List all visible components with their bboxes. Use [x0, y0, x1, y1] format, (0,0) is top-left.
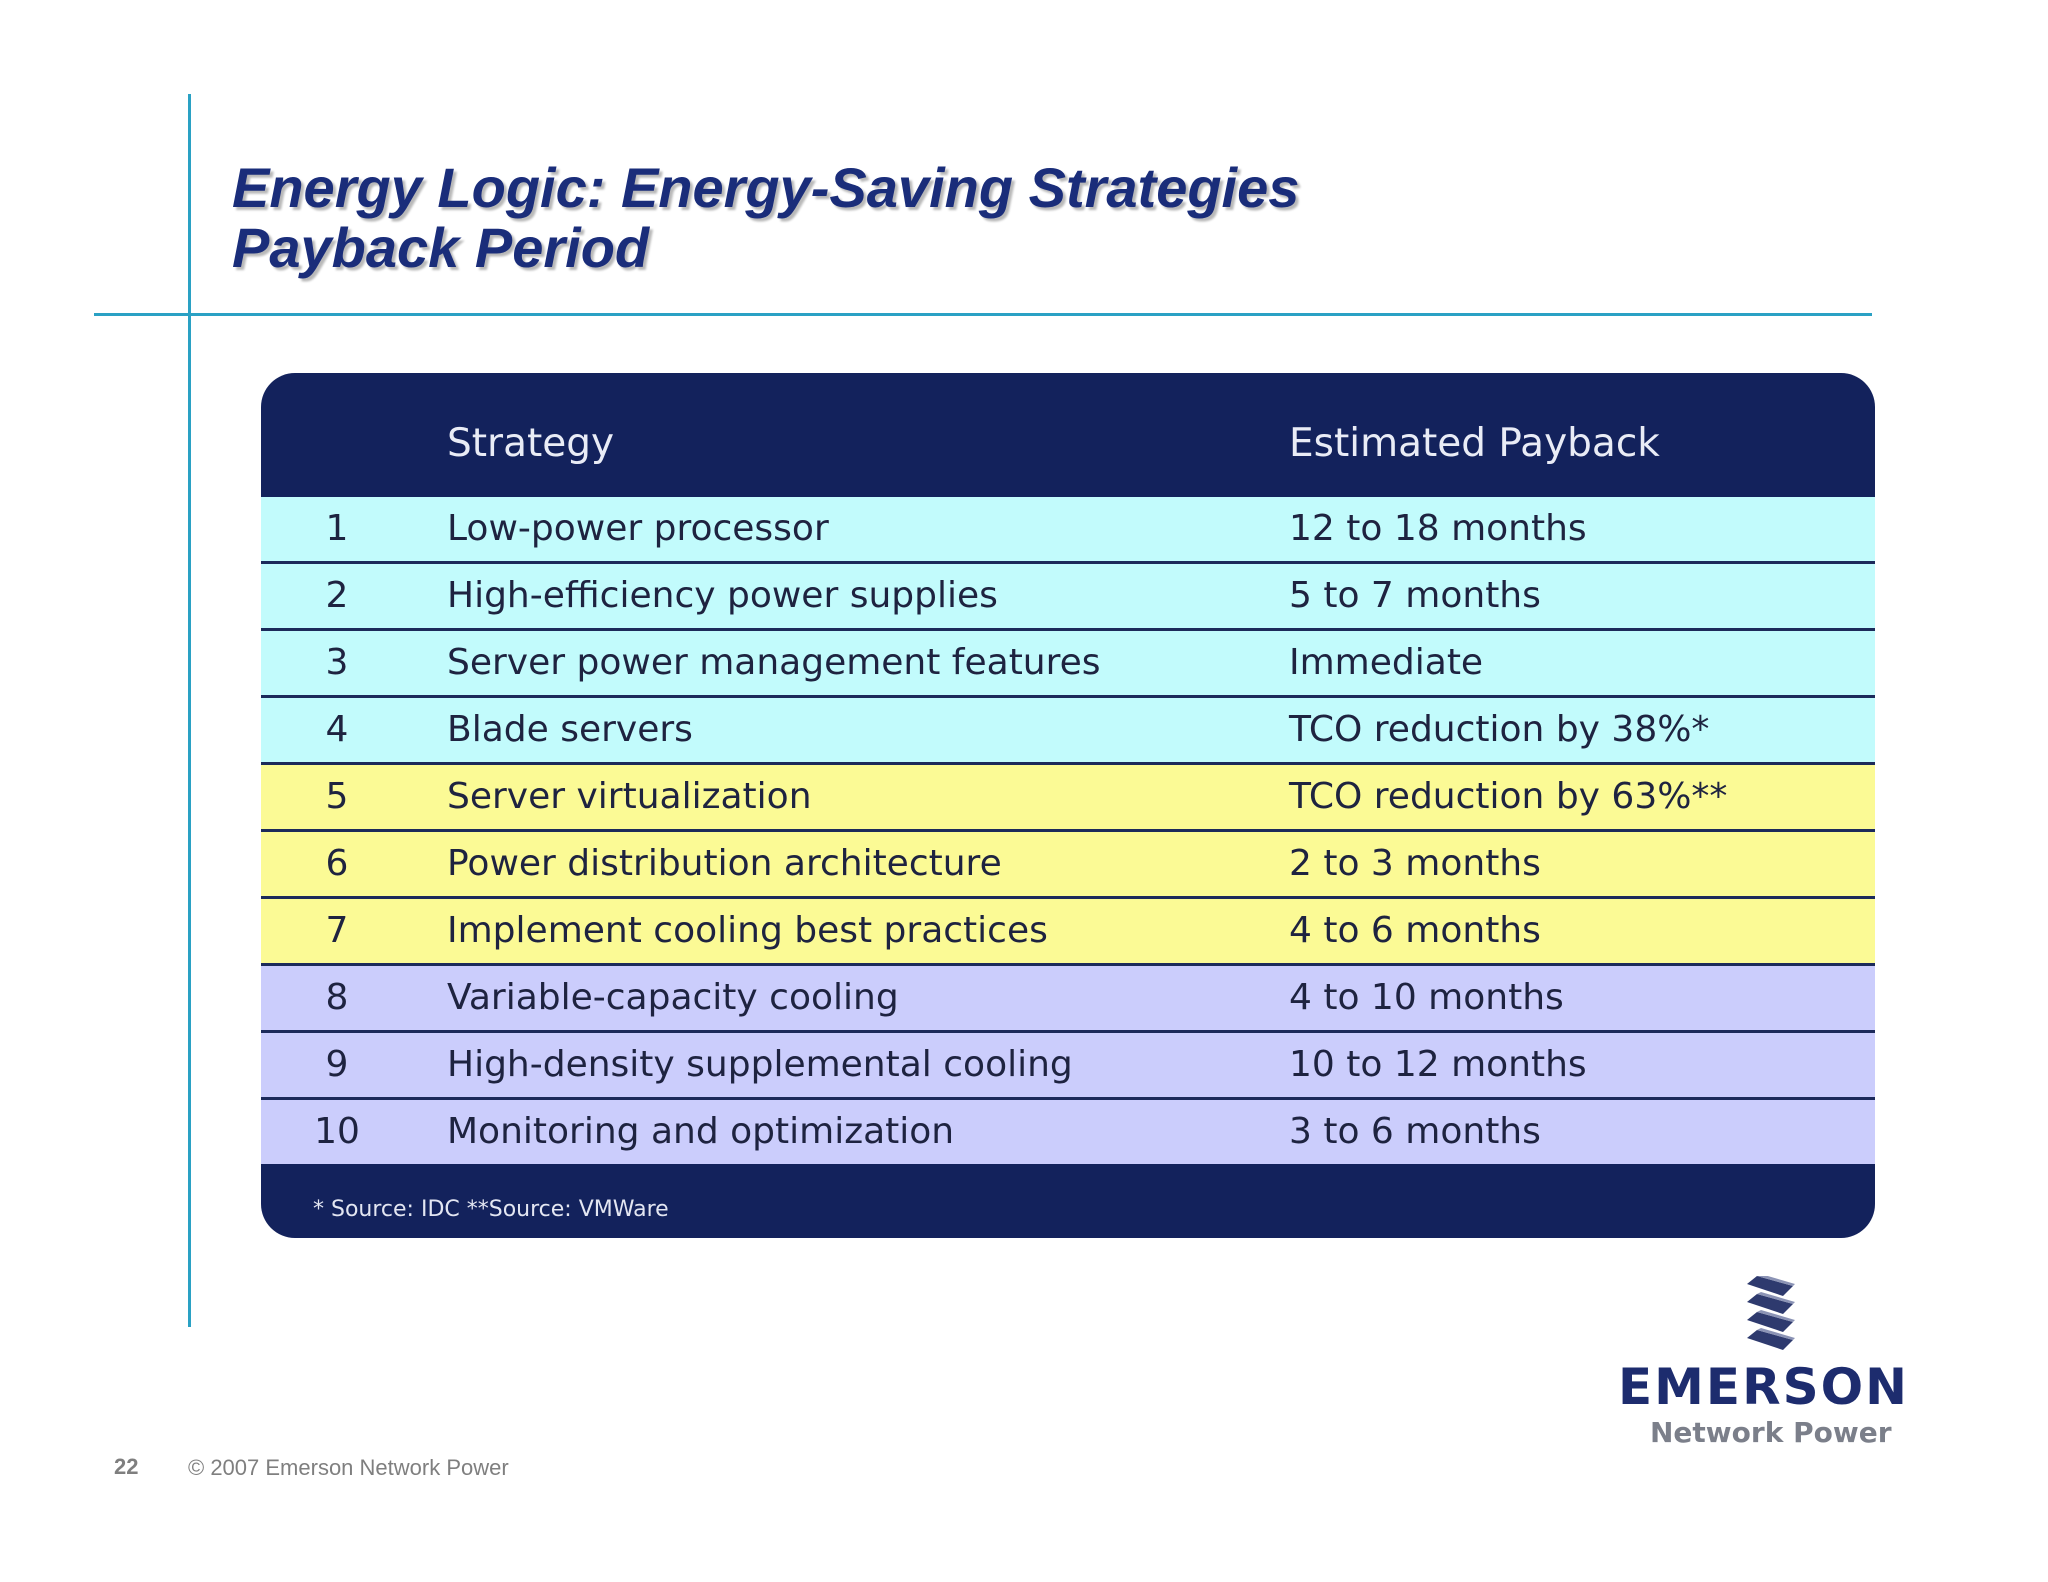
row-number: 6: [325, 843, 349, 884]
row-strategy: Implement cooling best practices: [447, 910, 1048, 951]
page-number: 22: [114, 1454, 139, 1479]
table-footnote: * Source: IDC **Source: VMWare: [313, 1197, 669, 1222]
row-payback: 3 to 6 months: [1289, 1111, 1541, 1152]
table-row: 4 Blade servers TCO reduction by 38%*: [261, 695, 1875, 762]
table-row: 6 Power distribution architecture 2 to 3 m…: [261, 829, 1875, 896]
table-row: 7 Implement cooling best practices 4 to 6 …: [261, 896, 1875, 963]
row-number: 2: [325, 575, 349, 616]
brand-name: EMERSON: [1618, 1358, 1909, 1416]
table-row: 2 High-efficiency power supplies 5 to 7 mo…: [261, 561, 1875, 628]
row-payback: 10 to 12 months: [1289, 1044, 1587, 1085]
row-payback: TCO reduction by 38%*: [1289, 709, 1710, 750]
strategy-table: Strategy Estimated Payback 1 Low-power pr…: [261, 373, 1875, 1238]
row-number: 8: [325, 977, 349, 1018]
accent-vertical-line: [188, 94, 191, 1327]
row-number: 3: [325, 642, 349, 683]
row-payback: 5 to 7 months: [1289, 575, 1541, 616]
table-row: 5 Server virtualization TCO reduction by 6…: [261, 762, 1875, 829]
row-strategy: Power distribution architecture: [447, 843, 1002, 884]
row-payback: 12 to 18 months: [1289, 508, 1587, 549]
row-number: 9: [325, 1044, 349, 1085]
row-payback: 4 to 6 months: [1289, 910, 1541, 951]
row-payback: Immediate: [1289, 642, 1484, 683]
table-row: 8 Variable-capacity cooling 4 to 10 months: [261, 963, 1875, 1030]
row-number: 7: [325, 910, 349, 951]
row-strategy: Server power management features: [447, 642, 1101, 683]
row-number: 10: [314, 1111, 360, 1152]
row-strategy: Monitoring and optimization: [447, 1111, 955, 1152]
row-strategy: High-density supplemental cooling: [447, 1044, 1073, 1085]
brand-tagline: Network Power: [1650, 1416, 1892, 1449]
row-payback: TCO reduction by 63%**: [1289, 776, 1728, 817]
row-strategy: High-efficiency power supplies: [447, 575, 998, 616]
row-strategy: Server virtualization: [447, 776, 812, 817]
table-header: Strategy Estimated Payback: [261, 373, 1875, 497]
accent-horizontal-line: [94, 313, 1872, 316]
copyright-notice: © 2007 Emerson Network Power: [188, 1455, 509, 1480]
table-body: 1 Low-power processor 12 to 18 months 2 High…: [261, 497, 1875, 1164]
emerson-logo-mark-icon: [1747, 1276, 1795, 1350]
slide-title: Energy Logic: Energy-Saving Strategies P…: [232, 158, 1299, 278]
row-number: 1: [325, 508, 349, 549]
table-row: 10 Monitoring and optimization 3 to 6 mont…: [261, 1097, 1875, 1164]
slide-title-line-1: Energy Logic: Energy-Saving Strategies: [232, 156, 1300, 219]
emerson-logo: EMERSON Network Power: [1612, 1276, 1932, 1456]
slide-title-line-2: Payback Period: [232, 216, 650, 279]
row-strategy: Blade servers: [447, 709, 693, 750]
header-estimated-payback: Estimated Payback: [1289, 421, 1660, 466]
row-payback: 2 to 3 months: [1289, 843, 1541, 884]
table-row: 3 Server power management features Immedia…: [261, 628, 1875, 695]
header-strategy: Strategy: [447, 421, 615, 466]
row-strategy: Low-power processor: [447, 508, 829, 549]
table-row: 9 High-density supplemental cooling 10 to …: [261, 1030, 1875, 1097]
table-row: 1 Low-power processor 12 to 18 months: [261, 497, 1875, 561]
row-number: 4: [325, 709, 349, 750]
row-payback: 4 to 10 months: [1289, 977, 1564, 1018]
row-number: 5: [325, 776, 349, 817]
row-strategy: Variable-capacity cooling: [447, 977, 899, 1018]
